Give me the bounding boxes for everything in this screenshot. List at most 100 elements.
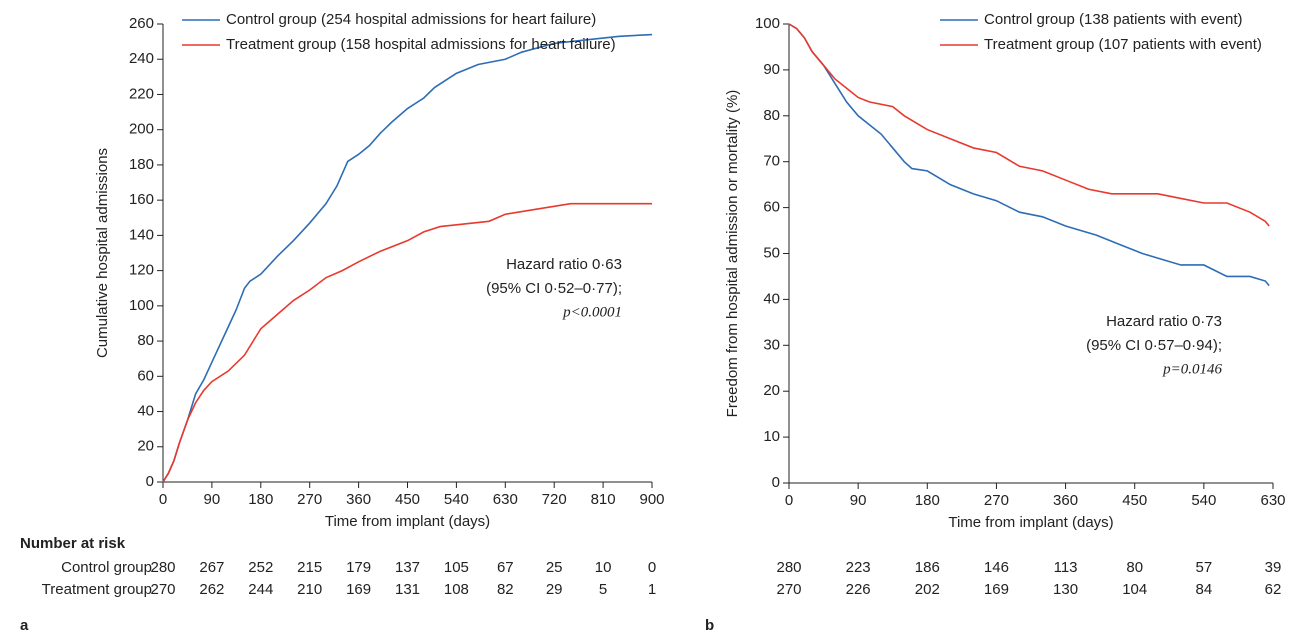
risk-value: 29: [546, 581, 563, 598]
risk-value: 186: [915, 559, 940, 576]
x-tick-label: 360: [346, 491, 371, 508]
risk-value: 179: [346, 559, 371, 576]
legend-label: Treatment group (158 hospital admissions…: [226, 36, 616, 53]
y-tick-label: 60: [763, 199, 780, 216]
legend-label: Treatment group (107 patients with event…: [984, 36, 1262, 53]
x-tick-label: 720: [542, 491, 567, 508]
series-line: [162, 202, 652, 483]
y-tick-label: 20: [137, 438, 154, 455]
risk-value: 25: [546, 559, 563, 576]
y-tick-label: 30: [763, 336, 780, 353]
risk-value: 267: [199, 559, 224, 576]
risk-value: 169: [984, 581, 1009, 598]
risk-value: 57: [1196, 559, 1213, 576]
risk-value: 105: [444, 559, 469, 576]
y-tick-label: 70: [763, 153, 780, 170]
x-tick-label: 270: [984, 492, 1009, 509]
risk-value: 270: [150, 581, 175, 598]
annotation: p=0.0146: [1162, 361, 1222, 377]
risk-value: 104: [1122, 581, 1147, 598]
y-tick-label: 90: [763, 61, 780, 78]
y-axis-label: Cumulative hospital admissions: [94, 148, 111, 358]
y-tick-label: 220: [129, 85, 154, 102]
x-tick-label: 810: [591, 491, 616, 508]
x-tick-label: 540: [1191, 492, 1216, 509]
risk-row-label: Control group: [61, 559, 152, 576]
risk-value: 252: [248, 559, 273, 576]
x-tick-label: 540: [444, 491, 469, 508]
risk-value: 82: [497, 581, 514, 598]
y-tick-label: 60: [137, 367, 154, 384]
legend-label: Control group (138 patients with event): [984, 11, 1242, 28]
x-axis-label: Time from implant (days): [948, 514, 1113, 531]
risk-value: 113: [1054, 559, 1078, 576]
risk-value: 210: [297, 581, 322, 598]
series-line: [788, 23, 1270, 227]
risk-value: 39: [1265, 559, 1282, 576]
risk-value: 108: [444, 581, 469, 598]
x-tick-label: 630: [493, 491, 518, 508]
x-axis-label: Time from implant (days): [325, 513, 490, 530]
y-tick-label: 20: [763, 382, 780, 399]
y-tick-label: 0: [146, 473, 154, 490]
risk-value: 0: [648, 559, 656, 576]
risk-value: 67: [497, 559, 514, 576]
risk-value: 262: [199, 581, 224, 598]
y-tick-label: 40: [763, 290, 780, 307]
y-tick-label: 80: [137, 332, 154, 349]
risk-value: 146: [984, 559, 1009, 576]
x-tick-label: 0: [159, 491, 167, 508]
x-tick-label: 90: [850, 492, 867, 509]
x-tick-label: 90: [204, 491, 221, 508]
risk-table-title: Number at risk: [20, 535, 126, 552]
x-tick-label: 360: [1053, 492, 1078, 509]
y-tick-label: 50: [763, 244, 780, 261]
series-line: [162, 33, 653, 483]
risk-value: 84: [1196, 581, 1213, 598]
x-tick-label: 630: [1260, 492, 1285, 509]
y-tick-label: 40: [137, 403, 154, 420]
annotation: (95% CI 0·52–0·77);: [486, 280, 622, 297]
x-tick-label: 0: [785, 492, 793, 509]
y-tick-label: 10: [763, 428, 780, 445]
y-axis-label: Freedom from hospital admission or morta…: [724, 90, 741, 418]
risk-value: 10: [595, 559, 612, 576]
risk-value: 280: [776, 559, 801, 576]
x-tick-label: 450: [1122, 492, 1147, 509]
y-tick-label: 0: [772, 474, 780, 491]
risk-value: 223: [846, 559, 871, 576]
risk-value: 202: [915, 581, 940, 598]
panel-label: b: [705, 617, 714, 634]
annotation: Hazard ratio 0·73: [1106, 313, 1222, 330]
panel-label: a: [20, 617, 29, 634]
risk-value: 226: [846, 581, 871, 598]
y-tick-label: 200: [129, 121, 154, 138]
risk-value: 5: [599, 581, 607, 598]
risk-value: 169: [346, 581, 371, 598]
x-tick-label: 180: [915, 492, 940, 509]
risk-value: 62: [1265, 581, 1282, 598]
y-tick-label: 100: [129, 297, 154, 314]
y-tick-label: 120: [129, 262, 154, 279]
risk-value: 131: [395, 581, 420, 598]
y-tick-label: 260: [129, 15, 154, 32]
y-tick-label: 80: [763, 107, 780, 124]
legend-label: Control group (254 hospital admissions f…: [226, 11, 596, 28]
series-line: [788, 23, 1270, 287]
y-tick-label: 160: [129, 191, 154, 208]
risk-value: 130: [1053, 581, 1078, 598]
y-tick-label: 240: [129, 50, 154, 67]
risk-value: 137: [395, 559, 420, 576]
risk-value: 215: [297, 559, 322, 576]
x-tick-label: 180: [248, 491, 273, 508]
annotation: p<0.0001: [562, 304, 622, 320]
y-tick-label: 180: [129, 156, 154, 173]
risk-value: 80: [1126, 559, 1143, 576]
y-tick-label: 100: [755, 15, 780, 32]
x-tick-label: 450: [395, 491, 420, 508]
x-tick-label: 900: [639, 491, 664, 508]
risk-value: 280: [150, 559, 175, 576]
annotation: (95% CI 0·57–0·94);: [1086, 337, 1222, 354]
x-tick-label: 270: [297, 491, 322, 508]
